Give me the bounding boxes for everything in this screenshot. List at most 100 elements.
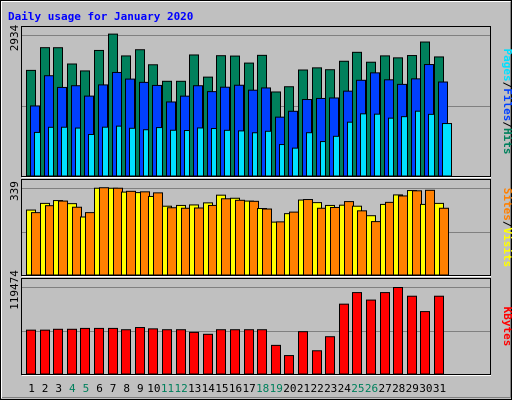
series-label-part: / <box>501 82 512 89</box>
bar-pages-day-31 <box>442 123 452 177</box>
series-label-part: Hits <box>501 128 512 155</box>
bar-kbytes-day-2 <box>40 329 50 375</box>
day-label-1: 1 <box>28 382 35 395</box>
bar-kbytes-day-13 <box>189 331 199 375</box>
day-label-2: 2 <box>42 382 49 395</box>
day-label-15: 15 <box>215 382 228 395</box>
day-label-6: 6 <box>96 382 103 395</box>
y-max-label: 2934 <box>8 24 21 51</box>
day-label-24: 24 <box>338 382 352 395</box>
bar-kbytes-day-24 <box>339 303 349 375</box>
bar-kbytes-day-3 <box>53 328 63 375</box>
panel-frame <box>21 278 491 375</box>
day-label-22: 22 <box>310 382 323 395</box>
bar-kbytes-day-20 <box>284 355 294 375</box>
bar-kbytes-day-19 <box>271 344 281 375</box>
day-label-20: 20 <box>283 382 296 395</box>
bar-kbytes-day-22 <box>312 350 322 375</box>
day-label-14: 14 <box>202 382 216 395</box>
day-label-28: 28 <box>392 382 405 395</box>
bar-kbytes-day-6 <box>94 327 104 375</box>
bar-sites-day-13 <box>194 207 204 276</box>
series-label-part: / <box>501 221 512 228</box>
bar-sites-day-10 <box>153 192 163 276</box>
chart-panels: 2934Pages/Files/Hits339Sites/Visits11947… <box>8 24 512 376</box>
y-max-label: 119474 <box>8 270 21 310</box>
day-label-7: 7 <box>110 382 117 395</box>
bar-kbytes-day-10 <box>148 328 158 375</box>
bar-sites-day-21 <box>303 199 313 276</box>
series-label-part: Sites <box>501 188 512 221</box>
series-label-part: Visits <box>501 228 512 268</box>
bar-sites-day-18 <box>262 208 272 276</box>
bar-kbytes-day-8 <box>121 329 131 375</box>
bar-sites-day-23 <box>330 206 340 276</box>
series-label-part: Files <box>501 88 512 121</box>
day-label-9: 9 <box>137 382 144 395</box>
day-label-31: 31 <box>433 382 446 395</box>
bar-sites-day-15 <box>221 198 231 276</box>
bar-kbytes-day-25 <box>352 292 362 375</box>
bar-sites-day-26 <box>371 221 381 276</box>
day-label-11: 11 <box>161 382 174 395</box>
series-label-part: Pages <box>501 49 512 82</box>
bar-sites-day-6 <box>99 187 109 276</box>
bar-kbytes-day-31 <box>434 295 444 375</box>
bar-kbytes-day-29 <box>407 295 417 375</box>
bar-kbytes-day-23 <box>325 336 335 375</box>
series-label-part: / <box>501 121 512 128</box>
bar-kbytes-day-28 <box>393 287 403 375</box>
bar-sites-day-11 <box>167 207 177 276</box>
bar-kbytes-day-18 <box>257 329 267 375</box>
day-label-10: 10 <box>147 382 160 395</box>
bar-sites-day-25 <box>357 210 367 276</box>
day-label-17: 17 <box>242 382 255 395</box>
bar-kbytes-day-15 <box>216 329 226 375</box>
bar-kbytes-day-12 <box>176 329 186 375</box>
series-label: KBytes <box>501 307 512 347</box>
day-label-26: 26 <box>365 382 378 395</box>
bar-sites-day-31 <box>439 207 449 276</box>
bar-kbytes-day-26 <box>366 299 376 375</box>
day-label-3: 3 <box>55 382 62 395</box>
day-label-25: 25 <box>351 382 364 395</box>
bar-kbytes-day-14 <box>203 333 213 375</box>
bar-sites-day-1 <box>31 212 41 276</box>
bar-sites-day-16 <box>235 199 245 276</box>
y-max-label: 339 <box>8 181 21 201</box>
bar-kbytes-day-5 <box>80 327 90 375</box>
day-label-18: 18 <box>256 382 269 395</box>
bar-kbytes-day-21 <box>298 331 308 375</box>
day-label-21: 21 <box>297 382 310 395</box>
bar-kbytes-day-1 <box>26 329 36 375</box>
panel-kbytes: 119474 KBytes <box>8 270 512 376</box>
day-axis: 1 2 3 4 5 6 7 8 9 10 11 12 13 14 15 16 17 18 19 20 21 22 23 24 2… <box>28 382 446 395</box>
bar-sites-day-3 <box>58 200 68 276</box>
bar-kbytes-day-27 <box>380 292 390 375</box>
day-label-8: 8 <box>123 382 130 395</box>
day-label-19: 19 <box>270 382 283 395</box>
bar-sites-day-8 <box>126 190 136 276</box>
day-label-30: 30 <box>419 382 432 395</box>
panel-visits-sites: 339 Sites/Visits <box>8 179 512 277</box>
bar-sites-day-28 <box>398 195 408 276</box>
chart-title: Daily usage for January 2020 <box>8 10 193 23</box>
bar-kbytes-day-17 <box>244 329 254 375</box>
bar-sites-day-20 <box>289 211 299 276</box>
bar-kbytes-day-9 <box>135 327 145 375</box>
bar-kbytes-day-16 <box>230 329 240 375</box>
day-label-29: 29 <box>406 382 419 395</box>
bar-sites-day-30 <box>425 189 435 276</box>
series-label-part: KBytes <box>501 307 512 347</box>
bar-kbytes-day-7 <box>108 327 118 375</box>
day-label-4: 4 <box>69 382 76 395</box>
day-label-12: 12 <box>174 382 187 395</box>
bar-kbytes-day-4 <box>67 328 77 375</box>
day-label-23: 23 <box>324 382 337 395</box>
day-label-5: 5 <box>83 382 90 395</box>
series-label: Pages/Files/Hits <box>501 49 512 155</box>
day-label-27: 27 <box>378 382 391 395</box>
day-label-16: 16 <box>229 382 242 395</box>
